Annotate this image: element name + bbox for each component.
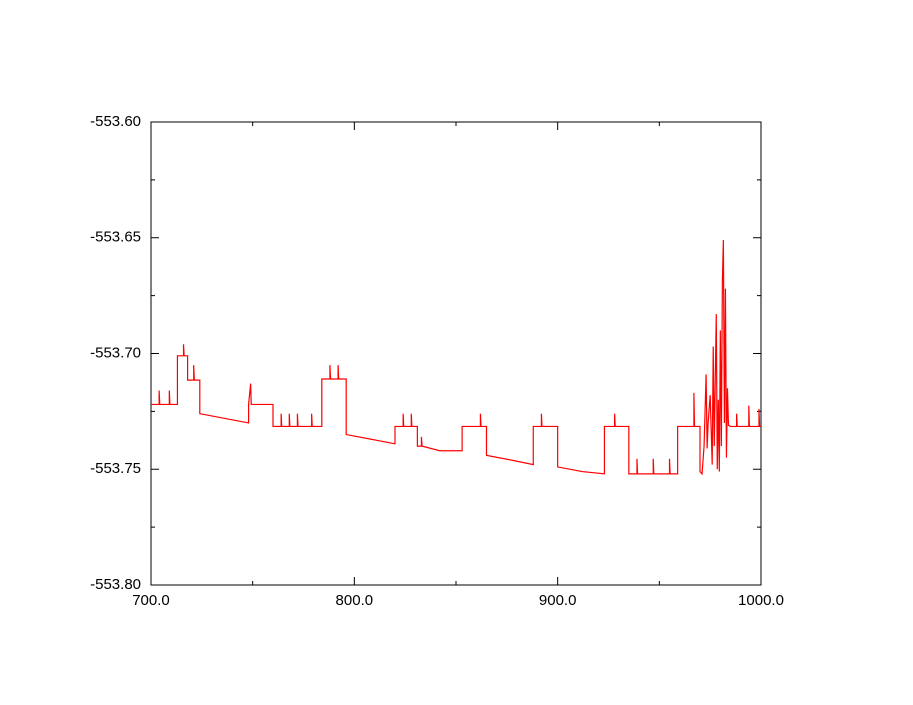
plot-frame [150,121,762,586]
y-tick-label: -553.60 [90,113,141,130]
data-line [151,240,761,476]
y-tick-label: -553.70 [90,344,141,361]
x-tick-label: 700.0 [132,592,170,609]
y-tick-label: -553.80 [90,576,141,593]
x-tick-label: 800.0 [336,592,374,609]
y-tick-label: -553.75 [90,460,141,477]
x-tick-label: 1000.0 [738,592,784,609]
x-tick-label: 900.0 [539,592,577,609]
y-tick-label: -553.65 [90,229,141,246]
